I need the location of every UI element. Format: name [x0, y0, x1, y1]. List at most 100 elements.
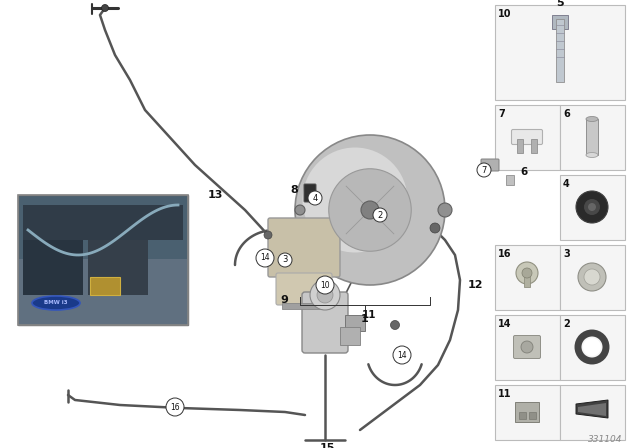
- Bar: [556, 19, 564, 82]
- Circle shape: [477, 163, 491, 177]
- Circle shape: [295, 135, 445, 285]
- Circle shape: [295, 205, 305, 215]
- Circle shape: [317, 287, 333, 303]
- Bar: [282, 303, 326, 309]
- Bar: [552, 15, 568, 29]
- Bar: [495, 245, 560, 310]
- Circle shape: [329, 169, 412, 251]
- Text: BMW i3: BMW i3: [44, 301, 68, 306]
- Bar: [23, 205, 183, 240]
- Circle shape: [316, 276, 334, 294]
- Text: 6: 6: [520, 167, 527, 177]
- Circle shape: [529, 34, 579, 84]
- Bar: [560, 315, 625, 380]
- FancyBboxPatch shape: [276, 273, 332, 305]
- Text: 16: 16: [498, 249, 511, 259]
- Bar: [495, 385, 560, 440]
- Bar: [524, 271, 530, 287]
- FancyBboxPatch shape: [304, 184, 316, 202]
- Ellipse shape: [586, 152, 598, 158]
- Circle shape: [361, 201, 379, 219]
- Circle shape: [373, 208, 387, 222]
- Text: 11: 11: [498, 389, 511, 399]
- Bar: [495, 105, 560, 170]
- Text: 14: 14: [397, 350, 407, 359]
- Text: 14: 14: [260, 254, 270, 263]
- Circle shape: [308, 191, 322, 205]
- Text: 5: 5: [556, 0, 564, 8]
- Text: 2: 2: [563, 319, 570, 329]
- Text: 2: 2: [378, 211, 383, 220]
- Bar: [586, 119, 598, 155]
- Bar: [515, 402, 539, 422]
- Circle shape: [390, 320, 399, 329]
- Text: 9: 9: [280, 295, 288, 305]
- Circle shape: [438, 203, 452, 217]
- Bar: [519, 412, 526, 419]
- Text: 14: 14: [498, 319, 511, 329]
- Bar: [531, 139, 537, 153]
- Bar: [529, 412, 536, 419]
- Bar: [18, 195, 188, 325]
- Text: 15: 15: [320, 443, 335, 448]
- Bar: [495, 315, 560, 380]
- Text: 7: 7: [481, 165, 486, 175]
- Circle shape: [584, 199, 600, 215]
- Polygon shape: [578, 403, 606, 416]
- Bar: [517, 139, 523, 153]
- Circle shape: [584, 269, 600, 285]
- Circle shape: [546, 41, 574, 69]
- Text: 7: 7: [498, 109, 505, 119]
- Bar: [23, 240, 83, 295]
- Text: 4: 4: [312, 194, 317, 202]
- Text: 6: 6: [563, 109, 570, 119]
- Bar: [88, 240, 148, 295]
- Bar: [18, 195, 188, 325]
- Bar: [560, 245, 625, 310]
- FancyBboxPatch shape: [511, 129, 543, 145]
- Circle shape: [310, 280, 340, 310]
- Text: 331104: 331104: [588, 435, 622, 444]
- Bar: [19, 259, 187, 324]
- Circle shape: [576, 191, 608, 223]
- Circle shape: [516, 262, 538, 284]
- Circle shape: [278, 253, 292, 267]
- Circle shape: [102, 4, 109, 12]
- Circle shape: [303, 147, 408, 253]
- Text: 12: 12: [468, 280, 483, 290]
- Text: 3: 3: [563, 249, 570, 259]
- FancyBboxPatch shape: [268, 218, 340, 277]
- Circle shape: [583, 338, 601, 356]
- Ellipse shape: [32, 296, 80, 310]
- Text: 8: 8: [291, 185, 298, 195]
- Circle shape: [578, 263, 606, 291]
- Text: 10: 10: [498, 9, 511, 19]
- Ellipse shape: [586, 116, 598, 121]
- Text: 16: 16: [170, 402, 180, 412]
- FancyBboxPatch shape: [307, 197, 363, 263]
- Text: 11: 11: [362, 310, 376, 320]
- Text: 10: 10: [320, 280, 330, 289]
- Circle shape: [430, 223, 440, 233]
- Text: 13: 13: [208, 190, 223, 200]
- Text: 1: 1: [361, 314, 369, 324]
- Circle shape: [264, 231, 272, 239]
- Text: 4: 4: [563, 179, 570, 189]
- Bar: [345, 315, 365, 331]
- Bar: [560, 385, 625, 440]
- Circle shape: [166, 398, 184, 416]
- Bar: [340, 327, 360, 345]
- FancyBboxPatch shape: [302, 292, 348, 353]
- FancyBboxPatch shape: [513, 336, 541, 358]
- Circle shape: [256, 249, 274, 267]
- Bar: [506, 175, 514, 185]
- Polygon shape: [576, 400, 608, 418]
- Text: 3: 3: [282, 255, 288, 264]
- Bar: [560, 175, 625, 240]
- Circle shape: [588, 203, 596, 211]
- Bar: [495, 5, 625, 100]
- Bar: [90, 277, 120, 295]
- Bar: [28, 245, 83, 295]
- Circle shape: [522, 268, 532, 278]
- Circle shape: [521, 341, 533, 353]
